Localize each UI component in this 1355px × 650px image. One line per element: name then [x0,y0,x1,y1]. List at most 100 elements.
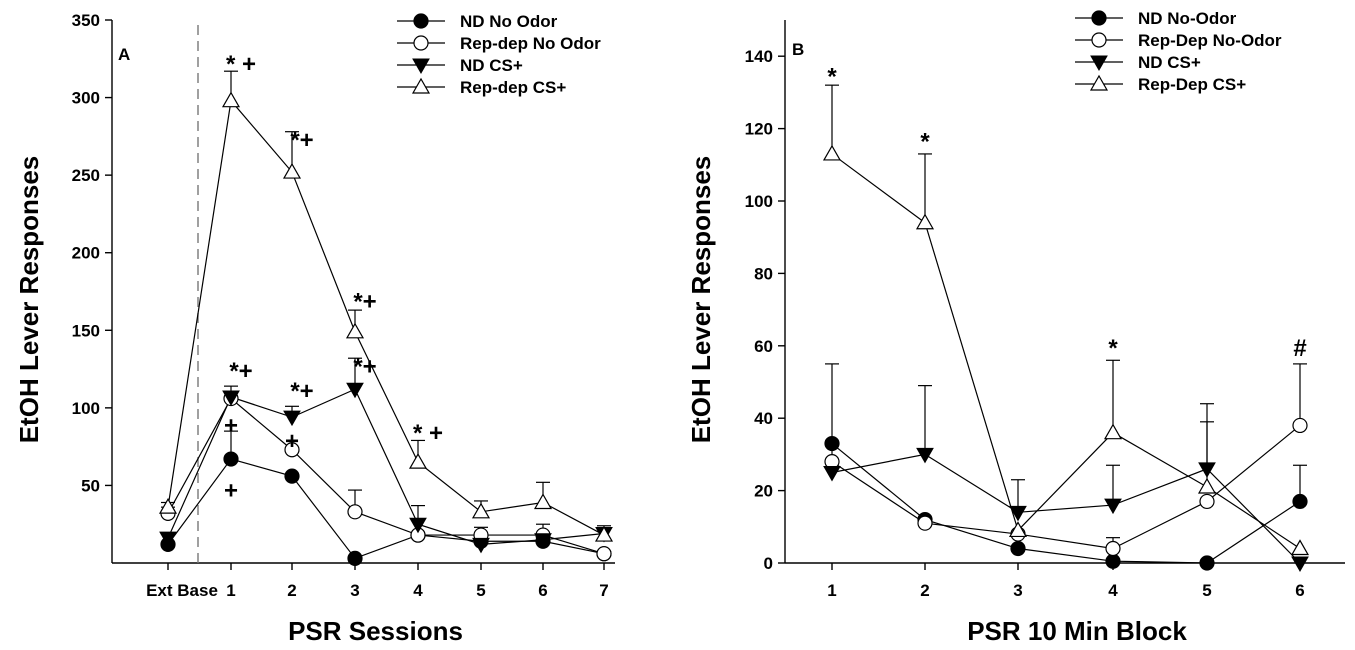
data-point [1105,540,1121,557]
data-point [1199,555,1215,571]
legend-marker [413,35,429,51]
data-point [823,466,841,482]
data-point [1009,505,1027,522]
data-point [345,322,365,339]
data-point [534,533,552,549]
data-point [347,550,363,566]
data-point [596,546,612,562]
x-tick-label: 5 [1202,581,1211,600]
significance-annotation: *+ [353,353,376,380]
legend-label: ND No-Odor [1138,9,1237,28]
legend-label: Rep-Dep CS+ [1138,75,1246,94]
x-tick-label: 4 [413,581,423,600]
data-point [347,504,363,520]
legend-marker [1091,10,1107,26]
legend-label: Rep-Dep No-Odor [1138,31,1282,50]
series-markers-2 [159,382,613,554]
legend-label: Rep-dep CS+ [460,78,566,97]
y-tick-label: 350 [72,11,100,30]
x-tick-label: 3 [350,581,359,600]
data-point [282,162,302,179]
data-point [1103,423,1123,440]
y-tick-label: 140 [745,47,773,66]
significance-annotation: *+ [290,127,313,154]
legend-marker [1091,32,1107,48]
data-point [1292,417,1308,434]
significance-annotation: # [1293,335,1306,362]
y-tick-label: 250 [72,166,100,185]
y-tick-label: 100 [745,192,773,211]
significance-annotation: * [920,128,930,155]
data-point [1010,540,1026,557]
legend-label: ND CS+ [1138,53,1201,72]
legend-marker [1090,55,1108,72]
data-point [824,435,840,452]
series-2 [167,357,605,545]
axes [105,19,615,570]
series-2 [825,363,1301,564]
data-point [472,537,490,554]
data-point [1291,556,1309,573]
x-tick-label: 3 [1013,581,1022,600]
x-tick-label: 1 [226,581,235,600]
data-point [1104,498,1122,515]
series-markers-1 [824,417,1308,557]
series-1 [831,363,1307,550]
legend-label: ND No Odor [460,12,558,31]
y-tick-label: 150 [72,321,100,340]
legend-label: ND CS+ [460,56,523,75]
data-point [1008,521,1028,538]
series-3 [825,84,1301,550]
data-point [1197,477,1217,494]
y-tick-label: 50 [81,476,100,495]
y-axis-title: EtOH Lever Responses [686,156,716,444]
panel-b: 0 20 40 60 80 100 120 140 1 2 3 4 5 6 PSR 10 Min Block… [686,9,1345,646]
data-point [222,390,240,407]
legend-marker [413,13,429,29]
data-point [284,468,300,484]
y-tick-label: 80 [754,264,773,283]
y-tick-label: 20 [754,482,773,501]
significance-annotation: * [1108,335,1118,362]
x-tick-label: 2 [287,581,296,600]
y-tick-label: 0 [764,554,773,573]
significance-annotation: * + [413,420,443,447]
data-point [284,442,300,458]
legend: ND No Odor Rep-dep No Odor ND CS+ Rep-dep C… [397,12,601,97]
data-point [159,531,177,548]
y-tick-label: 120 [745,120,773,139]
data-point [915,213,935,230]
series-line [167,99,605,536]
data-point [1199,493,1215,510]
data-point [1290,539,1310,556]
data-point [822,144,842,161]
legend-label: Rep-dep No Odor [460,34,601,53]
significance-annotation: + [224,412,238,439]
y-axis-title: EtOH Lever Responses [14,156,44,444]
y-tick-label: 60 [754,337,773,356]
series-markers-2 [823,447,1309,573]
series-line [831,424,1301,550]
series-markers-3 [822,144,1310,556]
significance-annotation: *+ [353,288,376,315]
data-point [1198,462,1216,478]
series-line [831,443,1301,564]
data-point [917,515,933,531]
data-point [283,410,301,427]
series-markers-3 [158,91,614,542]
x-tick-label: 7 [599,581,608,600]
x-tick-label: 6 [1295,581,1304,600]
significance-annotation: * + [226,51,256,78]
axes [778,20,1345,570]
x-tick-label: 2 [920,581,929,600]
significance-annotation: * [827,63,837,90]
x-tick-label: 6 [538,581,547,600]
data-point [533,493,553,510]
data-point [346,382,364,399]
data-point [1105,553,1121,569]
data-point [408,452,428,469]
x-tick-label: Ext Base [146,581,218,600]
significance-annotation: *+ [290,378,313,405]
x-tick-label: 4 [1108,581,1118,600]
